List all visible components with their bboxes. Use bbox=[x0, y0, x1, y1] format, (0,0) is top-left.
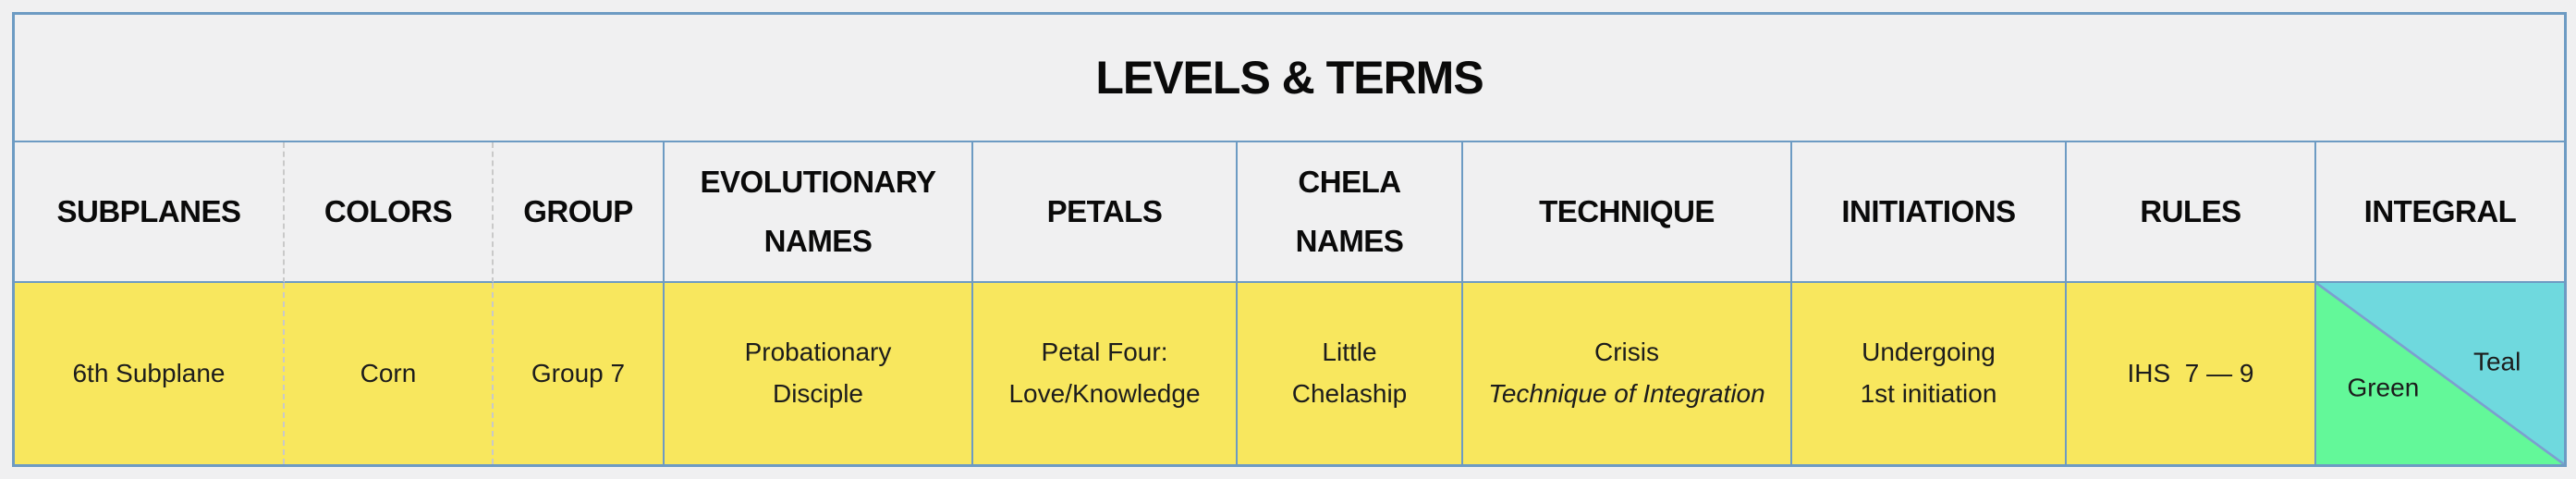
cell-group: Group 7 bbox=[494, 283, 665, 464]
cell-rules: IHS 7 — 9 bbox=[2067, 283, 2316, 464]
column-header-rules: RULES bbox=[2067, 142, 2316, 283]
column-header-chela-names: CHELA NAMES bbox=[1238, 142, 1463, 283]
column-header-subplanes: SUBPLANES bbox=[15, 142, 285, 283]
cell-subplanes: 6th Subplane bbox=[15, 283, 285, 464]
levels-terms-table: LEVELS & TERMS SUBPLANES COLORS GROUP EV… bbox=[12, 12, 2567, 467]
integral-teal-label: Teal bbox=[2472, 347, 2521, 376]
cell-colors: Corn bbox=[285, 283, 494, 464]
column-header-initiations: INITIATIONS bbox=[1792, 142, 2067, 283]
cell-technique: Crisis Technique of Integration bbox=[1463, 283, 1792, 464]
table-title: LEVELS & TERMS bbox=[1095, 52, 1483, 104]
column-header-technique: TECHNIQUE bbox=[1463, 142, 1792, 283]
cell-petals: Petal Four: Love/Knowledge bbox=[973, 283, 1238, 464]
cell-evolutionary-names: Probationary Disciple bbox=[665, 283, 973, 464]
column-header-group: GROUP bbox=[494, 142, 665, 283]
technique-crisis-text: Crisis bbox=[1594, 338, 1659, 367]
table-title-row: LEVELS & TERMS bbox=[15, 15, 2564, 142]
integral-diagonal-split-graphic bbox=[2316, 283, 2564, 464]
column-header-evolutionary-names: EVOLUTIONARY NAMES bbox=[665, 142, 973, 283]
cell-chela-names: Little Chelaship bbox=[1238, 283, 1463, 464]
column-header-petals: PETALS bbox=[973, 142, 1238, 283]
column-header-integral: INTEGRAL bbox=[2316, 142, 2564, 283]
integral-green-label: Green bbox=[2347, 373, 2420, 402]
cell-integral: Green Teal bbox=[2316, 283, 2564, 464]
column-header-colors: COLORS bbox=[285, 142, 494, 283]
cell-initiations: Undergoing 1st initiation bbox=[1792, 283, 2067, 464]
technique-integration-text: Technique of Integration bbox=[1488, 379, 1765, 408]
